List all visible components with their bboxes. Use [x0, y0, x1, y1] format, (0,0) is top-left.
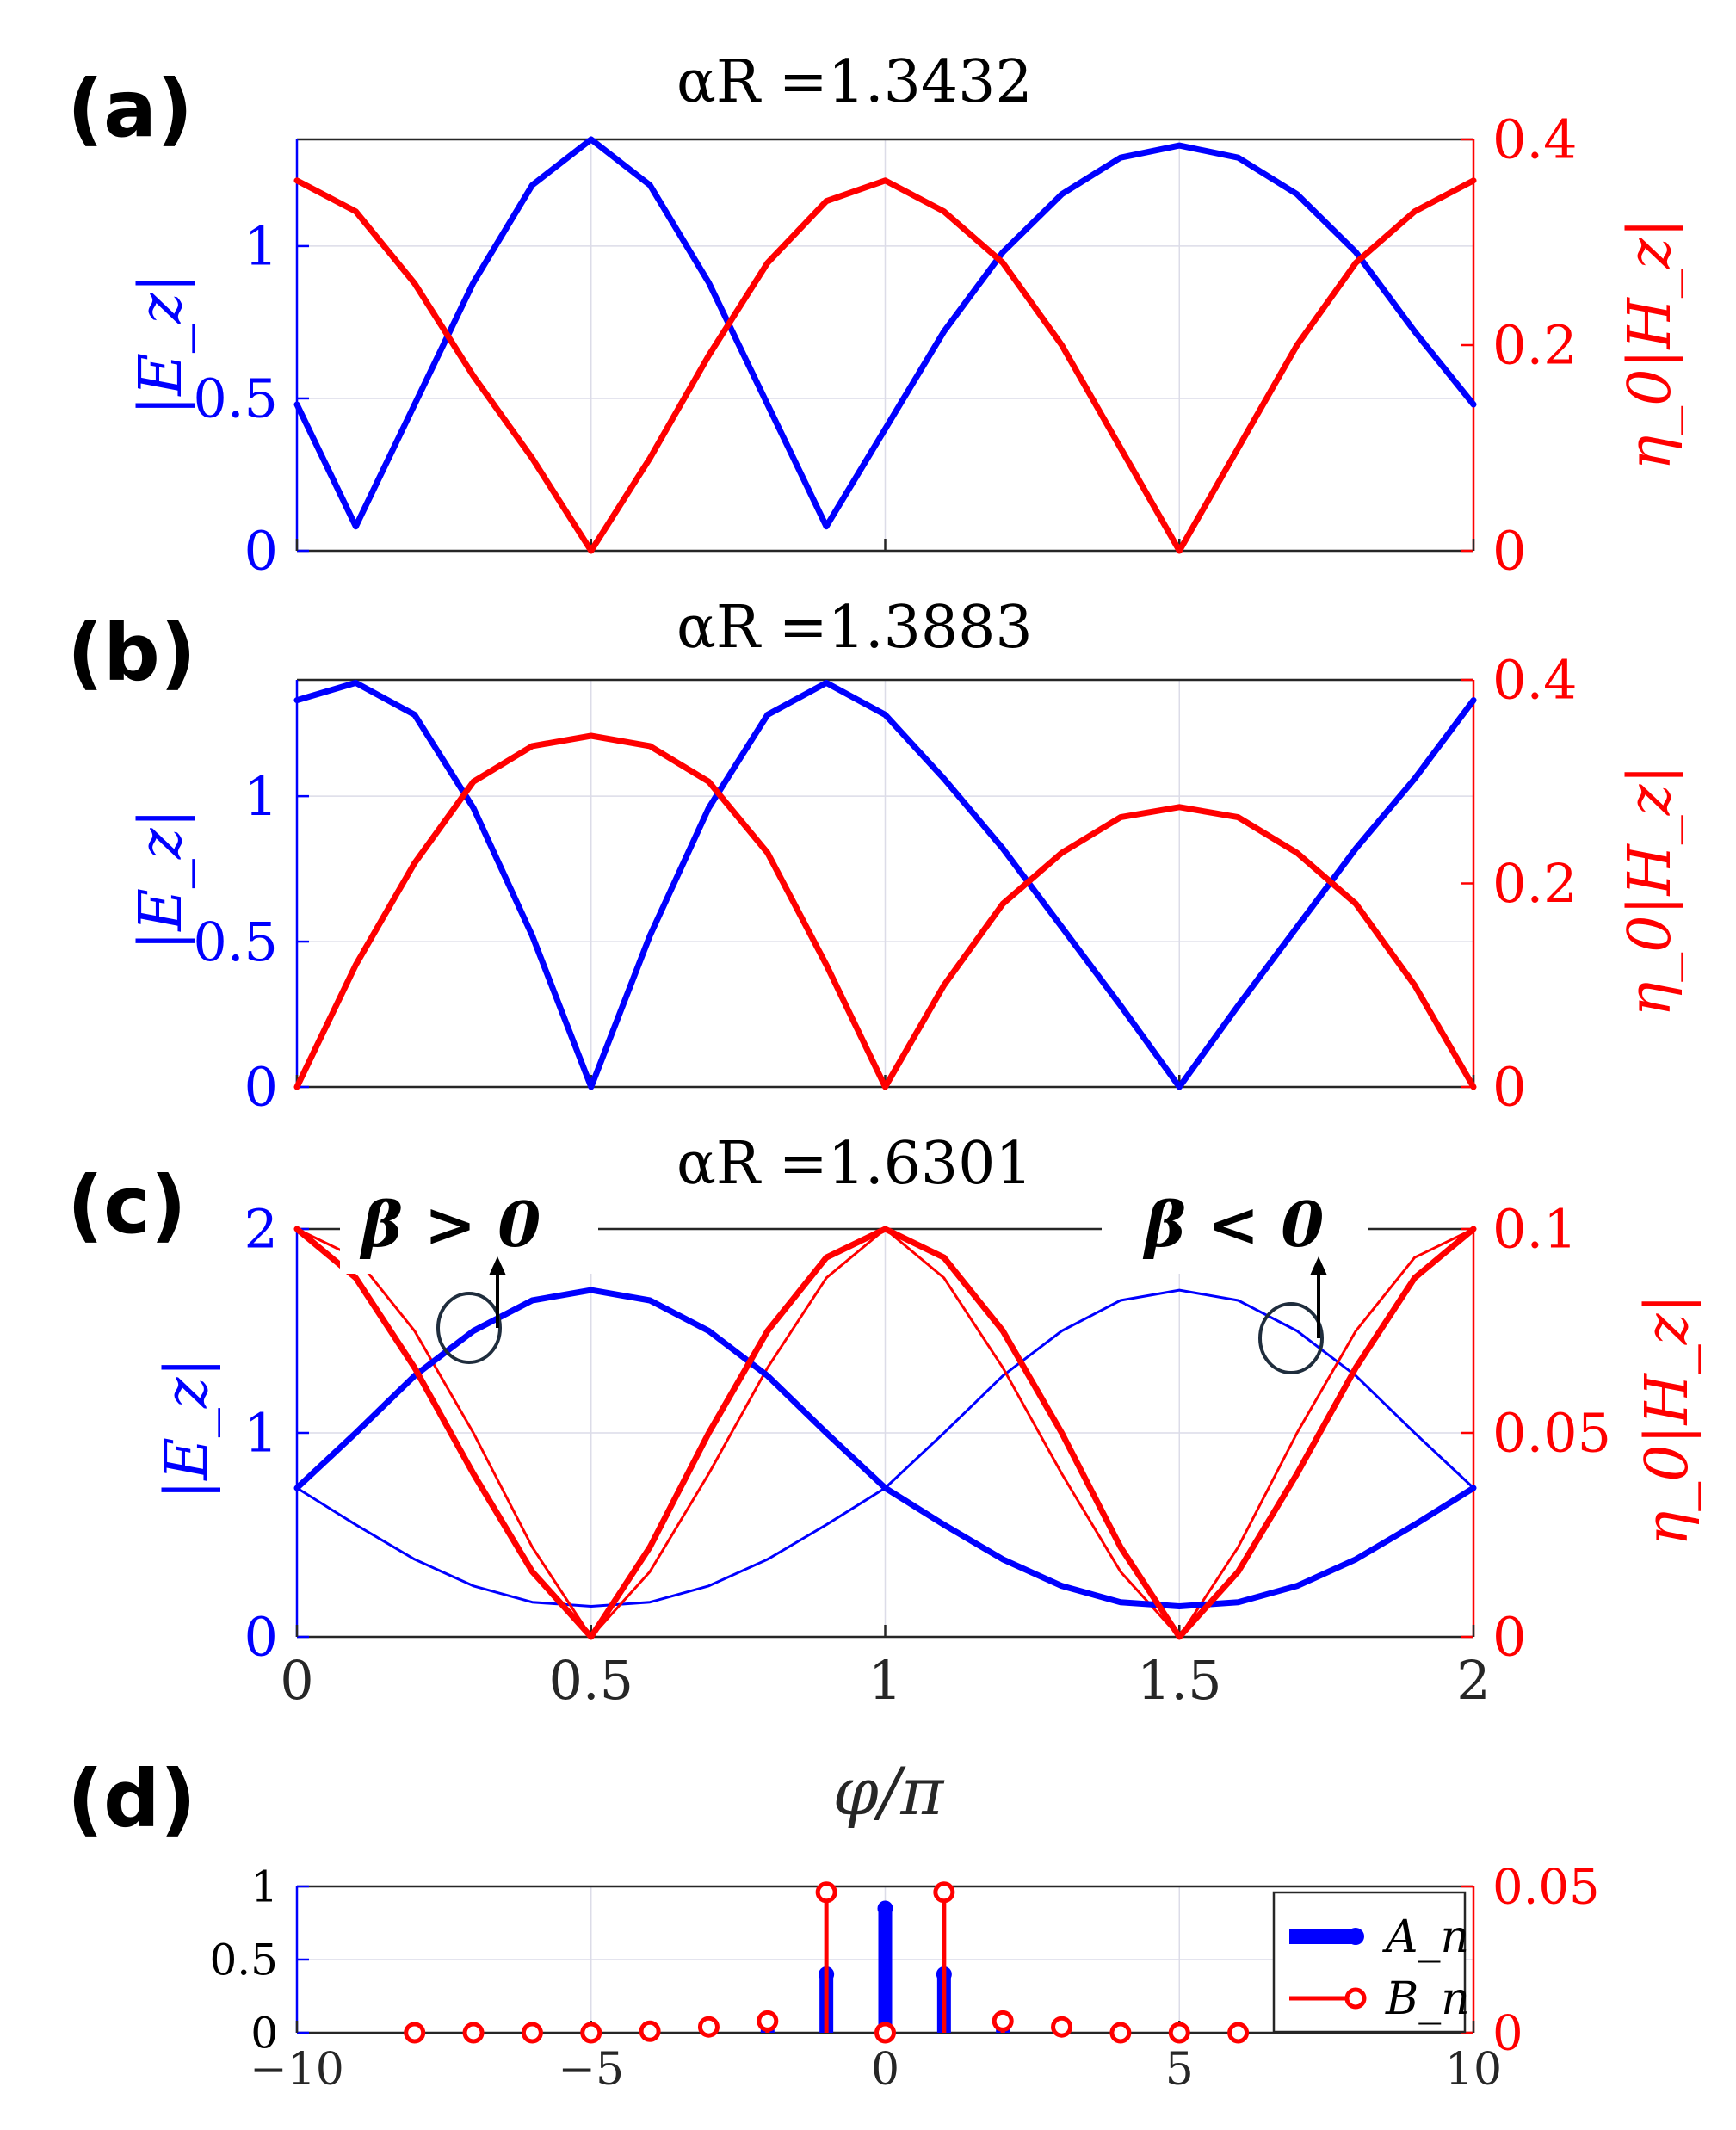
- ylabel-right-a: η_0|H_z|: [1616, 219, 1684, 471]
- annotation-bg-left: [340, 1188, 598, 1274]
- panel-title-c: αR =1.6301: [676, 1130, 1033, 1198]
- stem-b-marker: [874, 2022, 896, 2044]
- panel-label-d: (d): [67, 1753, 196, 1845]
- y-left-tick-label: 0.5: [209, 1936, 278, 1985]
- stem-b-marker: [639, 2020, 661, 2042]
- panel-label-a: (a): [67, 63, 193, 155]
- annotation-beta-negative: β < 0: [1142, 1188, 1324, 1261]
- stem-b-marker: [815, 1881, 837, 1904]
- x-tick-label: 1.5: [1137, 1649, 1222, 1712]
- ylabel-right-c: η_0|H_z|: [1634, 1294, 1702, 1547]
- y-left-tick-label: 0: [250, 2009, 278, 2059]
- stem-b-marker: [1168, 2022, 1190, 2044]
- x-tick-label: 0: [280, 1649, 313, 1712]
- stem-b-marker: [697, 2016, 720, 2038]
- stem-b-marker: [1227, 2022, 1250, 2044]
- x-tick-label: 0.5: [548, 1649, 633, 1712]
- stem-b-marker: [404, 2022, 426, 2044]
- x-tick-label: −10: [250, 2044, 344, 2096]
- legend: A_n B_n: [1272, 1891, 1470, 2034]
- y-left-tick-label: 0.5: [193, 911, 278, 973]
- x-tick-label: 2: [1456, 1649, 1490, 1712]
- y-right-tick-label: 0.05: [1492, 1860, 1600, 1916]
- stem-b-marker: [1109, 2022, 1132, 2044]
- y-right-tick-label: 0.1: [1492, 1198, 1578, 1261]
- stem-b-marker: [757, 2010, 779, 2032]
- y-left-tick-label: 0.5: [193, 367, 278, 430]
- x-tick-label: 10: [1445, 2044, 1502, 2096]
- annotation-beta-positive: β > 0: [359, 1188, 541, 1261]
- rotation-marker-left: [436, 1256, 506, 1364]
- rotation-marker-right: [1258, 1256, 1327, 1374]
- ylabel-right-b: η_0|H_z|: [1616, 765, 1684, 1017]
- y-left-tick-label: 0: [244, 1606, 278, 1669]
- y-left-tick-label: 0: [244, 1056, 278, 1119]
- panel-title-a: αR =1.3432: [676, 48, 1033, 116]
- stem-b-marker: [933, 1881, 955, 1904]
- x-tick-label: 0: [871, 2044, 899, 2096]
- axes-panel-a: 0 0.5 1 0 0.2 0.4: [193, 108, 1577, 583]
- stem-b-marker: [580, 2022, 602, 2044]
- y-right-tick-label: 0.2: [1492, 852, 1578, 915]
- axes-panel-b: 0 0.5 1 0 0.2 0.4: [193, 649, 1577, 1119]
- x-tick-label: −5: [558, 2044, 624, 2096]
- stem-a-marker: [877, 1900, 893, 1917]
- stem-b-marker: [521, 2022, 543, 2044]
- legend-label-a: A_n: [1382, 1911, 1469, 1963]
- y-right-tick-label: 0.05: [1492, 1402, 1611, 1465]
- y-left-tick-label: 2: [244, 1198, 278, 1261]
- y-right-tick-label: 0.4: [1492, 108, 1578, 171]
- panel-label-c: (c): [67, 1159, 187, 1251]
- y-left-tick-label: 1: [250, 1862, 278, 1912]
- y-right-tick-label: 0.4: [1492, 649, 1578, 712]
- y-right-tick-label: 0: [1492, 1056, 1526, 1119]
- ylabel-left-c: |E_z|: [153, 1357, 221, 1499]
- y-left-tick-label: 1: [244, 1402, 278, 1465]
- xlabel: φ/π: [833, 1753, 946, 1830]
- legend-label-b: B_n: [1385, 1973, 1470, 2025]
- y-right-tick-label: 0: [1492, 1606, 1526, 1669]
- y-left-tick-label: 1: [244, 765, 278, 828]
- stem-b-marker: [1051, 2016, 1073, 2038]
- stem-b-marker: [462, 2022, 485, 2044]
- panel-label-b: (b): [67, 607, 196, 699]
- ylabel-left-b: |E_z|: [127, 808, 195, 950]
- x-tick-label: 5: [1165, 2044, 1194, 2096]
- panel-title-b: αR =1.3883: [676, 594, 1033, 662]
- ylabel-left-a: |E_z|: [127, 273, 195, 415]
- annotation-bg-right: [1102, 1188, 1368, 1274]
- y-right-tick-label: 0: [1492, 2006, 1523, 2062]
- y-right-tick-label: 0: [1492, 520, 1526, 583]
- y-right-tick-label: 0.2: [1492, 314, 1578, 377]
- stem-b-marker: [992, 2010, 1014, 2032]
- y-left-tick-label: 1: [244, 215, 278, 278]
- x-tick-label: 1: [868, 1649, 902, 1712]
- y-left-tick-label: 0: [244, 520, 278, 583]
